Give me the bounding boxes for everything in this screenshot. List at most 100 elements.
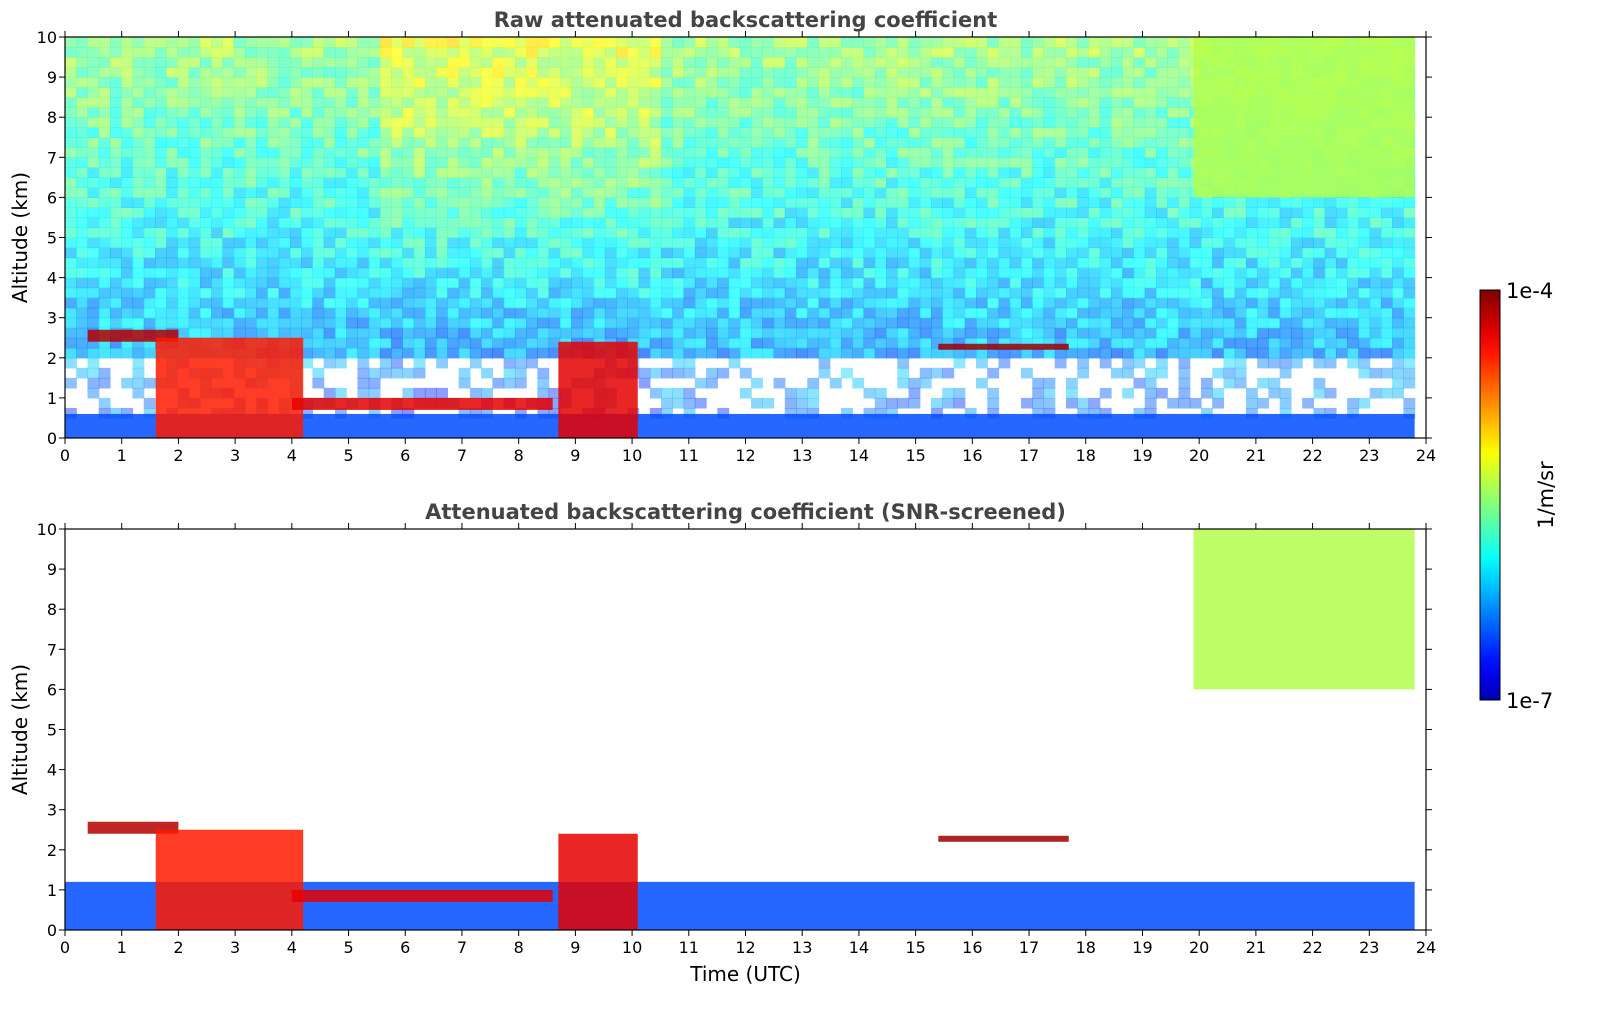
noise-cell <box>908 127 921 138</box>
noise-cell <box>121 87 134 98</box>
noise-cell <box>1110 307 1123 319</box>
noise-cell <box>289 57 302 68</box>
noise-cell <box>987 87 1000 98</box>
noise-cell <box>301 337 314 349</box>
noise-cell <box>98 247 111 259</box>
noise-cell <box>1021 67 1033 78</box>
noise-cell <box>987 47 1000 58</box>
noise-cell <box>1392 347 1405 359</box>
noise-cell <box>1223 337 1236 349</box>
noise-cell <box>571 247 583 259</box>
noise-cell <box>1088 287 1101 299</box>
noise-cell <box>571 237 583 249</box>
noise-cell <box>582 227 595 239</box>
noise-cell <box>976 337 988 349</box>
x-tick-label: 3 <box>230 938 240 957</box>
noise-cell <box>886 407 898 419</box>
noise-cell <box>1077 67 1090 78</box>
noise-cell <box>121 187 134 198</box>
noise-cell <box>717 347 730 359</box>
noise-cell <box>863 127 876 138</box>
noise-cell <box>289 287 302 299</box>
noise-cell <box>559 147 572 158</box>
noise-cell <box>514 197 527 209</box>
noise-cell <box>1110 317 1123 329</box>
noise-cell <box>514 207 527 219</box>
noise-cell <box>312 87 325 98</box>
noise-cell <box>1009 307 1022 319</box>
noise-cell <box>379 307 392 319</box>
noise-cell <box>1257 257 1270 269</box>
noise-cell <box>346 167 359 178</box>
noise-cell <box>874 277 887 289</box>
noise-cell <box>852 117 865 128</box>
noise-cell <box>222 307 235 319</box>
noise-cell <box>222 97 235 108</box>
noise-cell <box>683 227 696 239</box>
noise-cell <box>1099 267 1112 279</box>
noise-cell <box>1178 87 1191 98</box>
noise-cell <box>1032 127 1045 138</box>
noise-cell <box>121 347 134 359</box>
noise-cell <box>436 317 449 329</box>
noise-cell <box>121 297 134 309</box>
noise-cell <box>706 307 718 319</box>
noise-cell <box>1279 207 1292 219</box>
noise-cell <box>784 407 797 419</box>
noise-cell <box>132 57 145 68</box>
noise-cell <box>1110 277 1123 289</box>
noise-cell <box>1077 37 1090 48</box>
noise-cell <box>942 317 955 329</box>
noise-cell <box>334 87 347 98</box>
noise-cell <box>1110 167 1123 178</box>
noise-cell <box>267 167 280 178</box>
feature-cloud-base <box>291 397 553 410</box>
noise-cell <box>391 197 404 209</box>
noise-cell <box>1279 217 1292 229</box>
noise-cell <box>694 327 707 339</box>
noise-cell <box>312 127 325 138</box>
noise-cell <box>796 247 808 259</box>
noise-cell <box>424 277 437 289</box>
noise-cell <box>649 37 662 48</box>
noise-cell <box>818 97 831 108</box>
noise-cell <box>233 257 246 269</box>
noise-cell <box>222 287 235 299</box>
noise-cell <box>368 67 381 78</box>
noise-cell <box>301 407 314 419</box>
noise-cell <box>87 337 100 349</box>
noise-cell <box>1167 337 1180 349</box>
noise-cell <box>964 67 977 78</box>
noise-cell <box>1324 247 1337 259</box>
noise-cell <box>188 197 201 209</box>
noise-cell <box>289 307 302 319</box>
noise-cell <box>65 107 77 118</box>
noise-cell <box>548 117 561 128</box>
noise-cell <box>1234 207 1247 219</box>
noise-cell <box>1110 127 1123 138</box>
noise-cell <box>841 267 853 279</box>
noise-cell <box>244 127 257 138</box>
noise-cell <box>379 237 392 249</box>
noise-cell <box>188 167 201 178</box>
noise-cell <box>177 157 190 168</box>
noise-cell <box>391 257 404 269</box>
noise-cell <box>514 267 527 279</box>
noise-cell <box>87 277 100 289</box>
noise-cell <box>998 137 1011 148</box>
noise-cell <box>87 37 100 48</box>
noise-cell <box>852 187 865 198</box>
noise-cell <box>1313 217 1326 229</box>
noise-cell <box>346 287 359 299</box>
noise-cell <box>582 37 595 48</box>
noise-cell <box>1043 247 1056 259</box>
noise-cell <box>1155 307 1168 319</box>
noise-cell <box>1324 217 1337 229</box>
noise-cell <box>1392 207 1405 219</box>
noise-cell <box>188 97 201 108</box>
noise-cell <box>323 287 336 299</box>
noise-cell <box>65 217 77 229</box>
noise-cell <box>897 347 910 359</box>
noise-cell <box>503 327 516 339</box>
noise-cell <box>121 337 134 349</box>
